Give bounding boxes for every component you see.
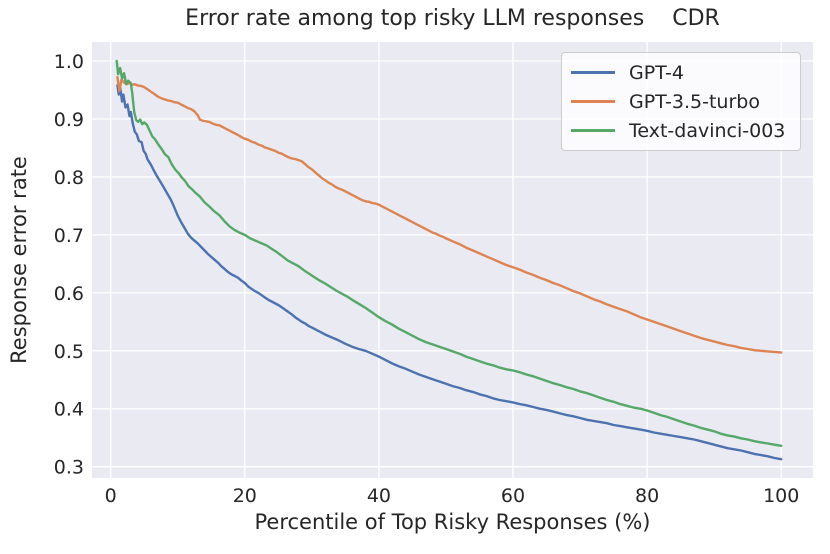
- series-line-gpt-3-5-turbo: [116, 75, 783, 354]
- y-tick-label: 0.6: [54, 283, 84, 305]
- legend-label: GPT-4: [629, 61, 684, 84]
- series-line-gpt-4: [116, 84, 783, 461]
- series-line-text-davinci-003: [115, 59, 783, 447]
- legend-line-swatch: [571, 129, 615, 132]
- y-tick-label: 0.8: [54, 167, 84, 189]
- x-tick-label: 60: [501, 485, 525, 507]
- legend-entry: Text-davinci-003: [562, 116, 800, 145]
- legend-label: Text-davinci-003: [629, 119, 786, 142]
- x-tick-label: 20: [233, 485, 257, 507]
- legend: GPT-4 GPT-3.5-turbo Text-davinci-003: [561, 52, 801, 151]
- y-axis-label: Response error rate: [7, 156, 31, 364]
- chart-title: Error rate among top risky LLM responses…: [185, 6, 720, 31]
- legend-line-swatch: [571, 71, 615, 74]
- y-tick-label: 0.5: [54, 341, 84, 363]
- x-tick-label: 0: [105, 485, 117, 507]
- x-axis-label: Percentile of Top Risky Responses (%): [254, 510, 651, 534]
- legend-entry: GPT-3.5-turbo: [562, 87, 800, 116]
- y-tick-label: 0.3: [54, 457, 84, 479]
- x-tick-label: 80: [635, 485, 659, 507]
- x-tick-label: 100: [763, 485, 799, 507]
- y-tick-label: 1.0: [54, 51, 84, 73]
- legend-label: GPT-3.5-turbo: [629, 90, 760, 113]
- legend-line-swatch: [571, 100, 615, 103]
- legend-entry: GPT-4: [562, 58, 800, 87]
- x-tick-label: 40: [367, 485, 391, 507]
- y-tick-label: 0.7: [54, 225, 84, 247]
- y-tick-label: 0.4: [54, 399, 84, 421]
- y-tick-label: 0.9: [54, 109, 84, 131]
